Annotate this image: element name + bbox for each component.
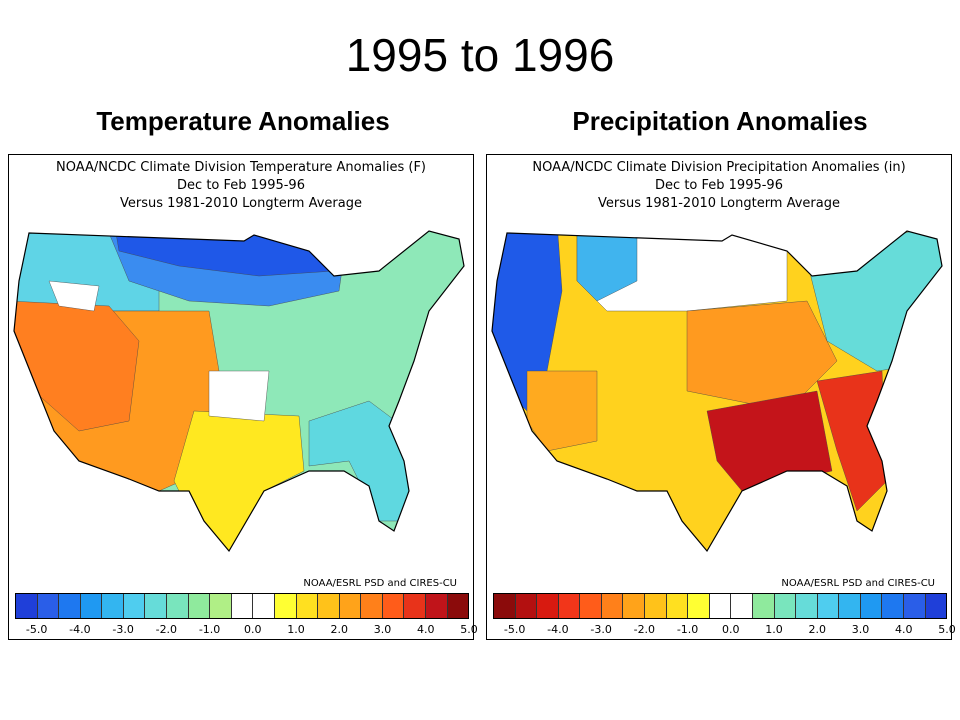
- map-title-line: NOAA/NCDC Climate Division Precipitation…: [532, 160, 906, 175]
- colorbar-tick-label: 2.0: [330, 623, 349, 636]
- colorbar-tick-label: 3.0: [851, 623, 870, 636]
- colorbar-swatch: [774, 594, 797, 618]
- colorbar-swatch: [494, 594, 516, 618]
- colorbar-tick-label: 0.0: [244, 623, 262, 636]
- colorbar-swatch: [688, 594, 710, 618]
- region-southeast: [816, 370, 888, 512]
- colorbar-swatch: [515, 594, 538, 618]
- colorbar-tick-label: -3.0: [112, 623, 134, 636]
- us-outline: [491, 230, 943, 553]
- map-title-line: Versus 1981-2010 Longterm Average: [598, 196, 840, 211]
- colorbar-swatch: [817, 594, 840, 618]
- colorbar-swatch: [558, 594, 581, 618]
- colorbar-tick-label: 5.0: [460, 623, 478, 636]
- colorbar-swatch: [382, 594, 405, 618]
- colorbar-swatch: [796, 594, 818, 618]
- colorbar-tick-label: 5.0: [938, 623, 956, 636]
- colorbar-swatch: [666, 594, 689, 618]
- colorbar-tick-label: 4.0: [895, 623, 913, 636]
- colorbar-swatch: [102, 594, 124, 618]
- colorbar-swatch: [37, 594, 60, 618]
- colorbar-swatch: [903, 594, 926, 618]
- temperature-colorbar-ticks: -5.0 -4.0 -3.0 -2.0 -1.0 0.0 1.0 2.0 3.0 4.0 5.0: [15, 623, 478, 637]
- colorbar-swatch: [361, 594, 383, 618]
- colorbar-swatch: [752, 594, 775, 618]
- precipitation-map-panel: NOAA/NCDC Climate Division Precipitation…: [486, 154, 956, 640]
- temperature-map-header: NOAA/NCDC Climate Division Temperature A…: [9, 159, 473, 213]
- region-white-area: [48, 280, 100, 312]
- colorbar-tick-label: -5.0: [503, 623, 526, 636]
- region-northern-rockies: [576, 231, 638, 302]
- colorbar-swatch: [839, 594, 861, 618]
- colorbar-swatch: [709, 594, 732, 618]
- region-midwest: [686, 300, 838, 412]
- temperature-credit: NOAA/ESRL PSD and CIRES-CU: [303, 578, 457, 589]
- colorbar-swatch: [404, 594, 426, 618]
- colorbar-tick-label: -3.0: [590, 623, 612, 636]
- colorbar-tick-label: 2.0: [808, 623, 827, 636]
- temperature-regions: [14, 231, 464, 551]
- temperature-heading: Temperature Anomalies: [96, 106, 390, 136]
- colorbar-swatch: [274, 594, 297, 618]
- colorbar-swatch: [296, 594, 319, 618]
- colorbar-tick-label: 3.0: [373, 623, 392, 636]
- colorbar-swatch: [231, 594, 254, 618]
- colorbar-swatch: [339, 594, 362, 618]
- colorbar-tick-label: -2.0: [155, 623, 178, 636]
- precipitation-regions: [492, 231, 942, 551]
- colorbar-swatch: [80, 594, 103, 618]
- colorbar-tick-label: -4.0: [69, 623, 91, 636]
- region-west: [14, 300, 140, 432]
- colorbar-swatch: [210, 594, 232, 618]
- map-title-line: NOAA/NCDC Climate Division Temperature A…: [55, 160, 427, 175]
- region-white-area: [208, 370, 270, 422]
- colorbar-swatch: [318, 594, 340, 618]
- colorbar-swatch: [580, 594, 602, 618]
- colorbar-swatch: [425, 594, 448, 618]
- colorbar-swatch: [601, 594, 624, 618]
- colorbar-tick-label: -1.0: [198, 623, 221, 636]
- colorbar-tick-label: -4.0: [547, 623, 569, 636]
- map-title-line: Versus 1981-2010 Longterm Average: [120, 196, 362, 211]
- colorbar-tick-label: -2.0: [633, 623, 656, 636]
- precipitation-us-map: [491, 230, 943, 553]
- colorbar-swatch: [188, 594, 211, 618]
- colorbar-tick-label: 4.0: [417, 623, 435, 636]
- precipitation-colorbar: [493, 593, 947, 619]
- precipitation-map-header: NOAA/NCDC Climate Division Precipitation…: [487, 159, 951, 213]
- colorbar-tick-label: -1.0: [676, 623, 699, 636]
- colorbar-swatch: [645, 594, 667, 618]
- colorbar-swatch: [731, 594, 753, 618]
- colorbar-swatch: [537, 594, 559, 618]
- region-southwest: [526, 370, 598, 452]
- colorbar-swatch: [253, 594, 275, 618]
- colorbar-swatch: [123, 594, 146, 618]
- colorbar-tick-label: 1.0: [287, 623, 305, 636]
- colorbar-swatch: [167, 594, 189, 618]
- temperature-map-panel: NOAA/NCDC Climate Division Temperature A…: [8, 154, 478, 640]
- colorbar-swatch: [623, 594, 646, 618]
- colorbar-swatch: [59, 594, 81, 618]
- temperature-us-map: [13, 230, 465, 553]
- colorbar-swatch: [860, 594, 883, 618]
- us-outline: [13, 230, 465, 553]
- colorbar-tick-label: 1.0: [765, 623, 783, 636]
- colorbar-swatch: [145, 594, 168, 618]
- colorbar-swatch: [16, 594, 38, 618]
- colorbar-swatch: [925, 594, 947, 618]
- precipitation-credit: NOAA/ESRL PSD and CIRES-CU: [781, 578, 935, 589]
- colorbar-tick-label: -5.0: [25, 623, 48, 636]
- map-title-line: Dec to Feb 1995-96: [177, 178, 305, 193]
- map-title-line: Dec to Feb 1995-96: [655, 178, 783, 193]
- temperature-colorbar: [15, 593, 469, 619]
- precipitation-colorbar-ticks: -5.0 -4.0 -3.0 -2.0 -1.0 0.0 1.0 2.0 3.0 4.0 5.0: [493, 623, 956, 637]
- slide-title: 1995 to 1996: [345, 29, 615, 81]
- precipitation-heading: Precipitation Anomalies: [572, 106, 868, 136]
- region-southeast: [308, 400, 410, 522]
- colorbar-swatch: [882, 594, 904, 618]
- colorbar-swatch: [447, 594, 469, 618]
- colorbar-tick-label: 0.0: [722, 623, 740, 636]
